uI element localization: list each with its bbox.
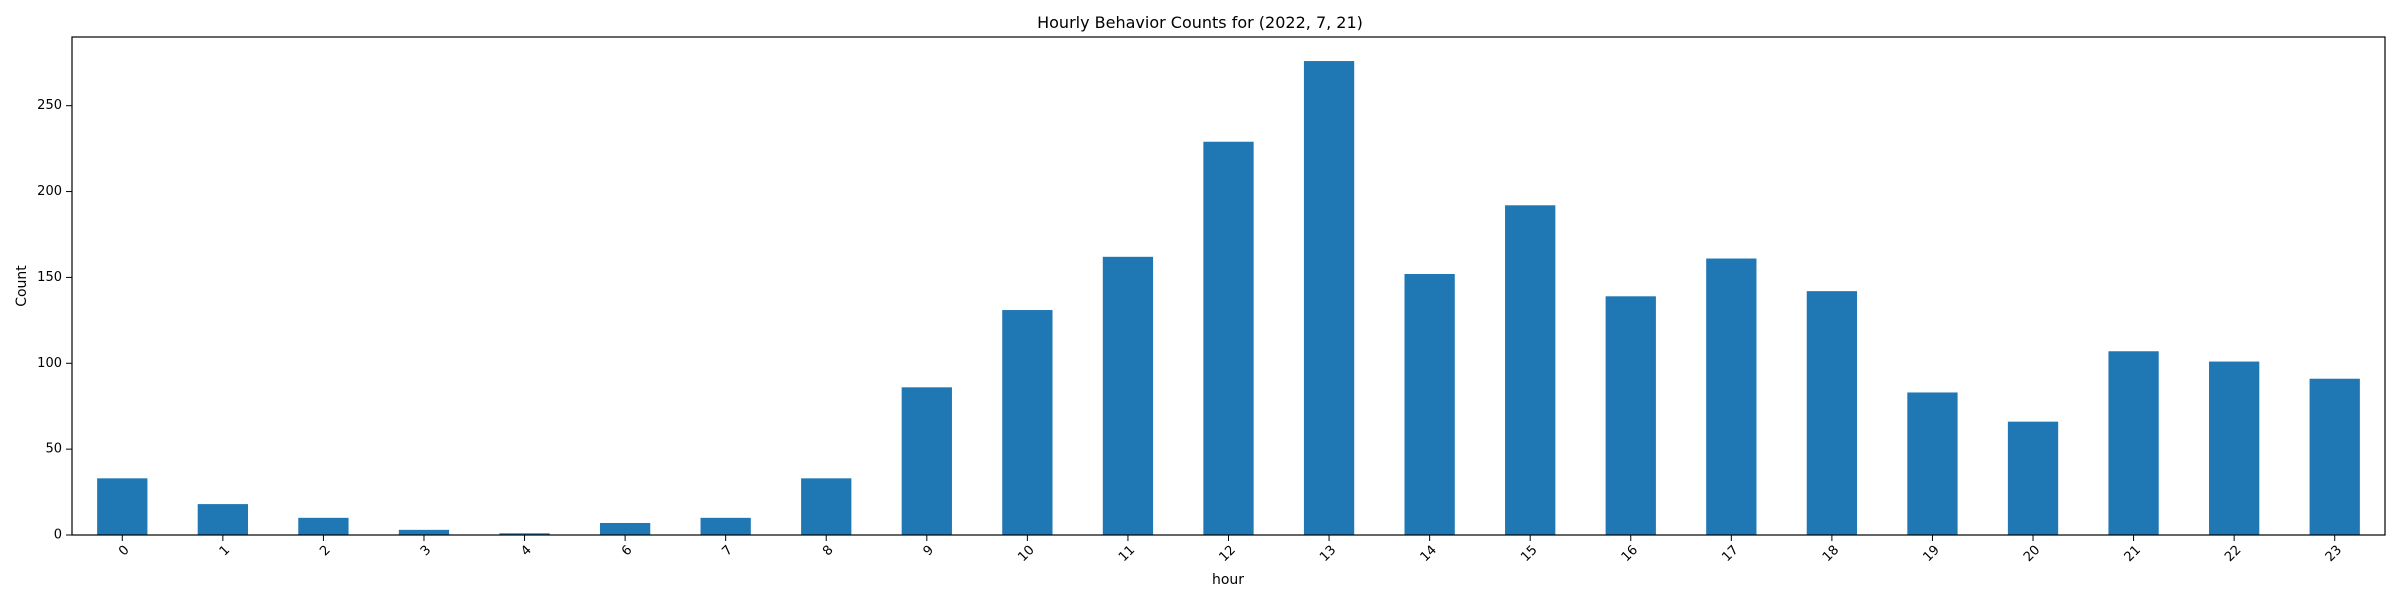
bar-hour-3 bbox=[398, 529, 450, 535]
bar-hour-19 bbox=[1907, 392, 1958, 535]
y-tick-label: 0 bbox=[54, 528, 62, 543]
bar-hour-7 bbox=[700, 517, 751, 535]
bar-hour-18 bbox=[1806, 291, 1858, 535]
x-tick-label: 10 bbox=[1015, 543, 1037, 565]
x-tick-label: 1 bbox=[217, 543, 233, 559]
bar-hour-14 bbox=[1404, 273, 1455, 535]
x-tick-label: 0 bbox=[116, 543, 132, 559]
x-tick-label: 4 bbox=[518, 543, 534, 559]
plot-frame bbox=[71, 36, 2386, 536]
x-tick-label: 23 bbox=[2323, 543, 2345, 565]
bar-hour-8 bbox=[801, 478, 852, 535]
chart-title: Hourly Behavior Counts for (2022, 7, 21) bbox=[1037, 13, 1363, 32]
x-tick-label: 8 bbox=[820, 543, 836, 559]
y-tick-label: 100 bbox=[37, 356, 62, 371]
bar-hour-4 bbox=[499, 533, 550, 535]
bar-hour-10 bbox=[1002, 310, 1053, 535]
x-tick-label: 22 bbox=[2222, 543, 2244, 565]
bar-hour-11 bbox=[1102, 256, 1154, 535]
x-tick-label: 3 bbox=[418, 543, 434, 559]
y-axis-label: Count bbox=[14, 265, 30, 307]
y-tick-label: 250 bbox=[37, 98, 62, 113]
x-tick-label: 6 bbox=[619, 543, 635, 559]
x-tick-label: 15 bbox=[1518, 543, 1540, 565]
x-tick-label: 16 bbox=[1619, 543, 1641, 565]
x-tick-label: 12 bbox=[1216, 543, 1238, 565]
bar-hour-23 bbox=[2309, 378, 2360, 535]
bar-hour-22 bbox=[2209, 361, 2260, 535]
x-tick-label: 2 bbox=[317, 543, 333, 559]
y-tick-label: 50 bbox=[45, 442, 62, 457]
bar-hour-1 bbox=[197, 504, 248, 535]
bar-hour-9 bbox=[901, 387, 952, 535]
bars-group bbox=[97, 61, 2360, 536]
x-tick-label: 17 bbox=[1719, 543, 1741, 565]
y-axis: 0 50 100 150 200 250 bbox=[37, 98, 72, 543]
bar-hour-15 bbox=[1505, 205, 1556, 535]
x-tick-label: 9 bbox=[921, 543, 937, 559]
bar-hour-20 bbox=[2007, 421, 2059, 535]
x-tick-label: 7 bbox=[720, 543, 736, 559]
bar-hour-16 bbox=[1605, 296, 1656, 535]
bar-hour-13 bbox=[1303, 61, 1355, 535]
bar-hour-17 bbox=[1706, 258, 1757, 535]
x-tick-label: 11 bbox=[1116, 543, 1138, 565]
x-tick-label: 13 bbox=[1317, 543, 1339, 565]
y-tick-label: 150 bbox=[37, 270, 62, 285]
x-axis: 0 1 2 3 4 6 7 8 9 10 11 12 13 14 15 16 17 18 19 20 21 22 23 bbox=[116, 535, 2345, 565]
bar-hour-0 bbox=[97, 478, 148, 535]
x-tick-label: 21 bbox=[2122, 543, 2144, 565]
bar-hour-21 bbox=[2108, 351, 2159, 535]
x-tick-label: 14 bbox=[1418, 543, 1440, 565]
x-tick-label: 19 bbox=[1920, 543, 1942, 565]
bar-hour-2 bbox=[298, 517, 349, 535]
bar-hour-12 bbox=[1203, 141, 1254, 536]
y-tick-label: 200 bbox=[37, 184, 62, 199]
bar-hour-6 bbox=[599, 522, 651, 535]
x-tick-label: 20 bbox=[2021, 543, 2043, 565]
x-tick-label: 18 bbox=[1820, 543, 1842, 565]
x-axis-label: hour bbox=[1212, 572, 1244, 588]
